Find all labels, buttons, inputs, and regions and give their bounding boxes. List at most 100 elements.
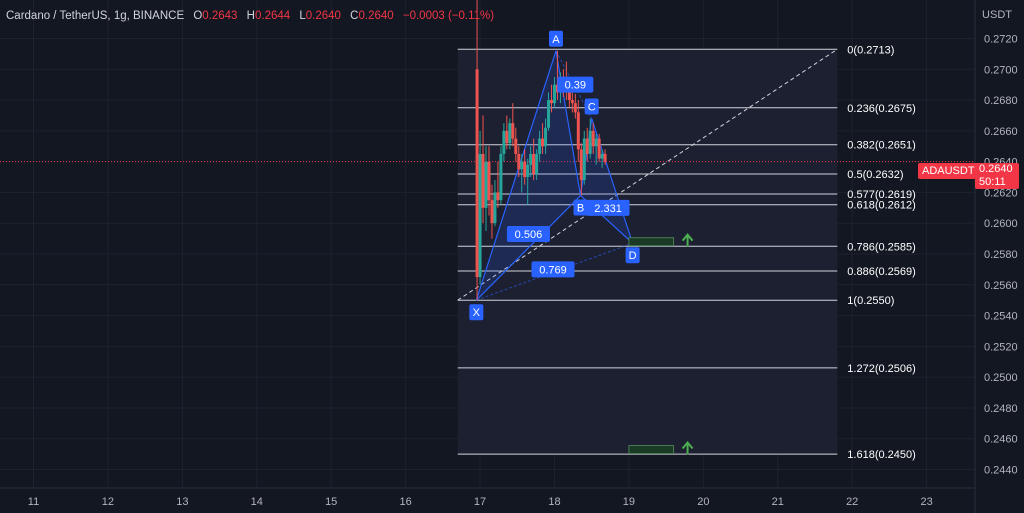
candle <box>508 118 512 150</box>
change-value: −0.0003 (−0.11%) <box>402 10 495 22</box>
y-tick-label: 0.2540 <box>984 311 1018 323</box>
pattern-ratio-badge <box>557 76 594 93</box>
candle-body <box>547 100 551 128</box>
candle <box>517 146 521 178</box>
pattern-point-x: X <box>469 304 484 321</box>
target-zone-box <box>628 237 675 247</box>
candle <box>582 130 586 185</box>
candle <box>588 118 592 159</box>
pattern-ratio-badge <box>586 199 630 216</box>
pattern-point-d: D <box>625 247 640 264</box>
candle <box>550 84 554 113</box>
candle-body <box>517 153 521 170</box>
candle-body <box>570 100 574 104</box>
high-label: H <box>246 10 255 22</box>
open-label: O <box>193 10 203 22</box>
pattern-ratio-label: 0.769 <box>539 264 567 276</box>
candle-body <box>588 130 592 154</box>
candle-body <box>594 138 598 147</box>
candle <box>511 103 515 147</box>
pattern-ratio-line <box>555 50 593 119</box>
candle <box>585 127 589 162</box>
y-tick-label: 0.2460 <box>984 434 1018 446</box>
low-label: L <box>299 10 306 22</box>
y-tick-label: 0.2600 <box>984 218 1018 230</box>
candle-body <box>535 153 539 174</box>
pattern-point-badge <box>584 98 599 115</box>
pattern-ratio-line <box>476 242 633 301</box>
fib-level-label: 0(0.2713) <box>847 44 894 56</box>
candle <box>478 130 482 285</box>
candle <box>514 127 518 162</box>
candle <box>573 93 577 119</box>
candle <box>526 158 530 205</box>
pattern-point-b: B <box>573 199 588 216</box>
pattern-point-label: D <box>629 250 637 262</box>
candle-body <box>478 153 482 278</box>
pattern-point-a: A <box>548 30 563 47</box>
candle-body <box>576 112 580 150</box>
candle-body <box>552 84 556 104</box>
pattern-ratio-badge <box>506 225 550 242</box>
fib-level-label: 1(0.2550) <box>847 295 894 307</box>
y-tick-label: 0.2440 <box>984 465 1018 477</box>
low-value: 0.2640 <box>305 10 341 22</box>
candle <box>493 180 497 227</box>
last-price-value: 0.2640 <box>979 163 1013 175</box>
y-tick-label: 0.2720 <box>984 33 1018 45</box>
pattern-ratio: 0.769 <box>531 261 575 278</box>
y-tick-label: 0.2660 <box>984 126 1018 138</box>
fib-level-label: 0.577(0.2619) <box>847 189 916 201</box>
fib-level-label: 0.236(0.2675) <box>847 103 916 115</box>
pattern-point-label: B <box>577 203 584 215</box>
x-tick-label: 19 <box>623 496 635 508</box>
candle-body <box>582 138 586 181</box>
price-axis-currency: USDT <box>982 9 1012 21</box>
y-tick-label: 0.2680 <box>984 95 1018 107</box>
high-value: 0.2644 <box>254 10 291 22</box>
bar-countdown: 50:11 <box>979 176 1006 188</box>
candle <box>535 149 539 181</box>
candle <box>523 149 527 185</box>
candle <box>529 146 533 178</box>
candle-body <box>529 153 533 165</box>
candle <box>597 133 601 162</box>
pattern-ratio-label: 0.39 <box>565 80 586 92</box>
candle <box>600 149 604 168</box>
arrow-head <box>681 440 694 450</box>
candle <box>520 153 524 193</box>
x-tick-label: 22 <box>846 496 858 508</box>
y-tick-label: 0.2480 <box>984 403 1018 415</box>
candle <box>490 184 494 239</box>
x-tick-label: 11 <box>28 496 39 508</box>
pattern-ratio-label: 2.331 <box>594 203 622 215</box>
candle <box>603 149 607 165</box>
candle <box>594 133 598 165</box>
symbol-price-badge: ADAUSDT <box>918 163 979 179</box>
x-tick-label: 15 <box>325 496 337 508</box>
candle <box>484 146 488 231</box>
y-tick-label: 0.2500 <box>984 372 1018 384</box>
candle-body <box>490 200 494 224</box>
x-tick-label: 17 <box>474 496 486 508</box>
y-tick-label: 0.2580 <box>984 249 1018 261</box>
candle <box>475 0 479 301</box>
last-price-tag: 0.2640 50:11 <box>975 163 1019 189</box>
candle-body <box>591 130 595 147</box>
candle <box>532 138 536 181</box>
candle <box>499 146 503 205</box>
candle-body <box>567 92 571 101</box>
ohlc-header: Cardano / TetherUS, 1g, BINANCE O0.2643 … <box>6 10 494 22</box>
candle-body <box>523 161 527 178</box>
x-tick-label: 14 <box>251 496 263 508</box>
pattern-ratio: 2.331 <box>586 199 630 216</box>
candle-body <box>585 138 589 154</box>
candle <box>487 146 491 216</box>
candle <box>481 115 485 224</box>
pattern-point-label: A <box>552 34 560 46</box>
fib-level-label: 0.618(0.2612) <box>847 200 916 212</box>
candle-body <box>514 138 518 154</box>
candle-body <box>526 164 530 178</box>
